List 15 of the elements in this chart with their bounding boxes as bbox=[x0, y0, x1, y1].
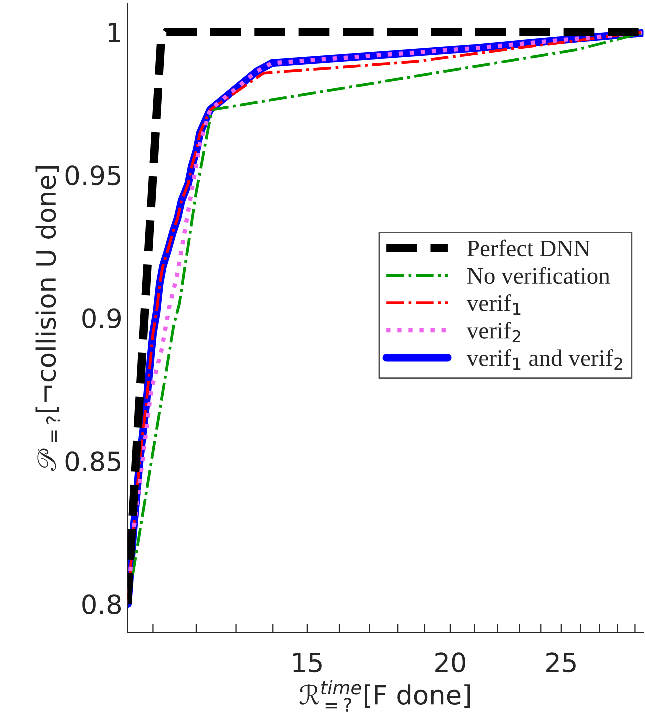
y-axis-title: 𝒫$_{=?}$[¬collision U done] bbox=[36, 166, 60, 472]
legend-label: verif$_{1}$ bbox=[466, 294, 521, 316]
y-tick-label: 0.8 bbox=[82, 594, 122, 615]
x-tick-label: 15 bbox=[294, 652, 322, 673]
legend-label: Perfect DNN bbox=[468, 240, 590, 257]
y-tick-label: 0.85 bbox=[66, 452, 121, 472]
legend-label: No verification bbox=[468, 267, 610, 284]
x-tick-label: 25 bbox=[546, 652, 576, 673]
y-tick-label: 0.9 bbox=[82, 308, 121, 329]
legend-label: verif$_{1}$ and verif$_{2}$ bbox=[466, 349, 622, 370]
y-tick-label: 0.95 bbox=[66, 166, 121, 186]
x-tick-label: 20 bbox=[436, 652, 466, 673]
x-axis-title: ℛ$^{time}$$_{=?}$[F done] bbox=[300, 680, 470, 712]
y-tick-label: 1 bbox=[108, 22, 120, 42]
legend-label: verif$_{2}$ bbox=[466, 322, 521, 343]
